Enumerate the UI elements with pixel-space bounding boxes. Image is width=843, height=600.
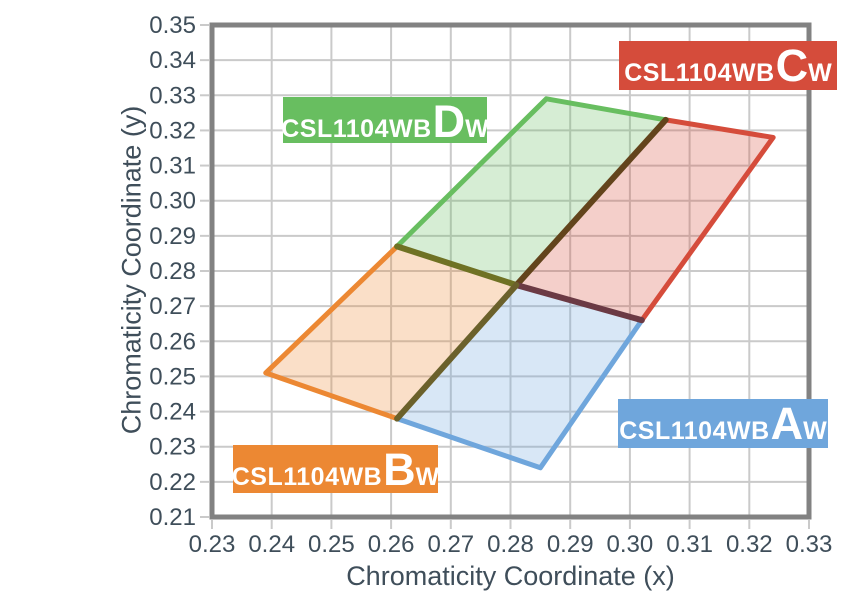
region-label-dw: CSL1104WB D W xyxy=(281,96,489,147)
y-tick-label: 0.34 xyxy=(149,47,196,74)
region-divider-3 xyxy=(394,282,520,422)
region-label-aw: CSL1104WB A W xyxy=(618,399,828,448)
x-tick-label: 0.28 xyxy=(487,531,534,558)
region-divider-1 xyxy=(513,116,669,289)
y-tick-label: 0.27 xyxy=(149,293,196,320)
y-tick-label: 0.31 xyxy=(149,153,196,180)
region-fill-cw xyxy=(516,119,774,321)
y-tick-label: 0.33 xyxy=(149,82,196,109)
region-label-bw-letter: B xyxy=(383,444,416,495)
y-tick-label: 0.32 xyxy=(149,117,196,144)
x-axis-title: Chromaticity Coordinate (x) xyxy=(346,561,675,591)
region-label-cw-sub: W xyxy=(808,59,832,87)
x-tick-label: 0.30 xyxy=(607,531,654,558)
region-label-cw: CSL1104WB C W xyxy=(619,41,837,90)
y-tick-label: 0.25 xyxy=(149,363,196,390)
y-tick-label: 0.35 xyxy=(149,12,196,39)
x-tick-label: 0.29 xyxy=(547,531,594,558)
region-fill-dw xyxy=(397,98,666,286)
y-tick-label: 0.28 xyxy=(149,258,196,285)
x-tick-label: 0.26 xyxy=(368,531,415,558)
region-label-cw-letter: C xyxy=(775,40,809,91)
region-label-dw-sub: W xyxy=(465,115,489,143)
y-tick-label: 0.29 xyxy=(149,223,196,250)
y-tick-label: 0.21 xyxy=(149,504,196,531)
y-tick-label: 0.26 xyxy=(149,328,196,355)
region-divider-0 xyxy=(394,243,520,289)
region-label-dw-letter: D xyxy=(432,96,466,147)
region-divider-2 xyxy=(513,282,645,324)
region-fill-aw xyxy=(397,285,642,468)
x-tick-label: 0.27 xyxy=(427,531,474,558)
y-tick-label: 0.23 xyxy=(149,434,196,461)
x-tick-label: 0.31 xyxy=(666,531,713,558)
x-tick-label: 0.32 xyxy=(726,531,773,558)
region-label-aw-sub: W xyxy=(803,417,827,445)
y-tick-label: 0.24 xyxy=(149,399,196,426)
region-fill-bw xyxy=(265,246,517,419)
y-tick-label: 0.22 xyxy=(149,469,196,496)
y-axis-title: Chromaticity Coordinate (y) xyxy=(116,105,147,435)
region-label-bw: CSL1104WB B W xyxy=(231,444,440,495)
region-label-bw-prefix: CSL1104WB xyxy=(231,463,383,491)
x-tick-label: 0.23 xyxy=(189,531,236,558)
region-label-aw-prefix: CSL1104WB xyxy=(619,417,770,445)
region-label-bw-sub: W xyxy=(415,463,440,491)
x-tick-label: 0.24 xyxy=(248,531,295,558)
region-label-dw-prefix: CSL1104WB xyxy=(281,115,432,143)
x-tick-label: 0.33 xyxy=(786,531,833,558)
region-label-cw-prefix: CSL1104WB xyxy=(624,59,775,87)
x-tick-label: 0.25 xyxy=(308,531,355,558)
y-tick-label: 0.30 xyxy=(149,188,196,215)
region-label-aw-letter: A xyxy=(770,398,804,449)
plot-border xyxy=(209,22,812,520)
